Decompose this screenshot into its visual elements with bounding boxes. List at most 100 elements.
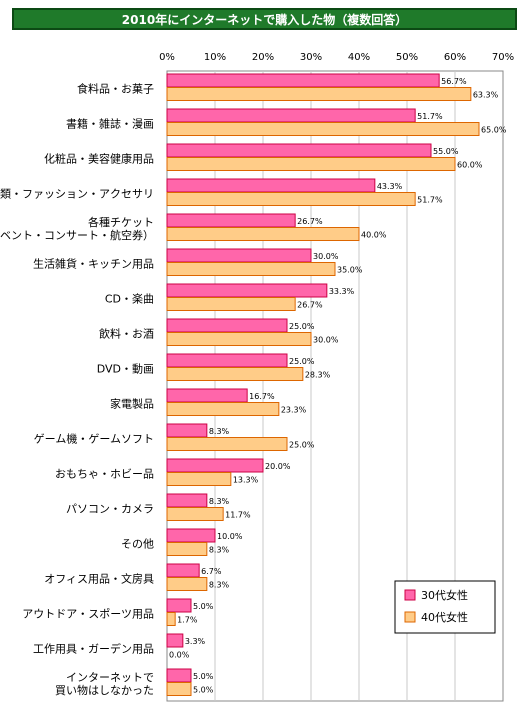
bar [166,423,208,438]
category-label: その他 [121,538,154,551]
bar [166,73,440,88]
bar [166,248,312,263]
legend-swatch [404,611,416,623]
data-label: 30.0% [313,336,339,345]
category-label: 化粧品・美容健康用品 [44,152,154,166]
bar [166,563,200,578]
bar [166,353,288,368]
data-label: 26.7% [297,301,323,310]
bar [166,318,288,333]
bar [166,143,432,158]
category-label: 衣類・ファッション・アクセサリ [0,187,154,201]
data-label: 26.7% [297,217,323,226]
data-label: 11.7% [225,511,251,520]
data-label: 35.0% [337,266,363,275]
bar [166,178,376,193]
bar [166,472,232,486]
data-label: 5.0% [193,672,214,681]
category-label: オフィス用品・文房具 [44,572,154,586]
bar [166,598,192,613]
category-label: 各種チケット [88,215,154,229]
bar [166,668,192,683]
data-label: 8.3% [209,427,230,436]
legend-swatch [404,589,416,601]
bar [166,122,480,136]
chart-title-text: 2010年にインターネットで購入した物（複数回答） [121,12,408,27]
category-label: 書籍・雑誌・漫画 [66,117,154,131]
x-tick-label: 20% [252,52,274,63]
bar [166,332,312,346]
data-label: 33.3% [329,287,355,296]
data-label: 65.0% [481,126,507,135]
data-label: 63.3% [473,91,499,100]
data-label: 8.3% [209,497,230,506]
category-label: おもちゃ・ホビー品 [55,468,154,481]
data-label: 16.7% [249,392,275,401]
data-label: 23.3% [281,406,307,415]
bar [166,437,288,451]
bar [166,367,304,381]
data-label: 25.0% [289,357,315,366]
bar [166,633,184,648]
bar [166,682,192,696]
data-label: 60.0% [457,161,483,170]
bar [166,297,296,311]
data-label: 30.0% [313,252,339,261]
x-tick-label: 50% [396,52,418,63]
category-label: ゲーム機・ゲームソフト [34,432,154,446]
data-label: 5.0% [193,602,214,611]
x-tick-label: 10% [204,52,226,63]
data-label: 25.0% [289,322,315,331]
bar [166,577,208,591]
x-tick-label: 0% [159,52,175,63]
category-label: 生活雑貨・キッチン用品 [33,257,154,271]
category-label: DVD・動画 [97,362,154,376]
data-label: 28.3% [305,371,331,380]
bar [166,458,264,473]
data-label: 6.7% [201,567,222,576]
bar [166,213,296,228]
bar [166,262,336,276]
category-label: 家電製品 [110,397,154,411]
data-label: 56.7% [441,77,467,86]
category-label: 飲料・お酒 [99,327,154,341]
category-label: パソコン・カメラ [66,503,154,516]
category-label: 工作用具・ガーデン用品 [33,642,154,656]
x-tick-label: 60% [444,52,466,63]
category-label: インターネットで [66,671,154,684]
category-label: 買い物はしなかった [55,683,154,697]
bar [166,542,208,556]
bar [166,157,456,171]
bar [166,108,416,123]
data-label: 43.3% [377,182,403,191]
x-tick-label: 40% [348,52,370,63]
data-label: 1.7% [177,616,198,625]
category-label: 食料品・お菓子 [77,82,154,96]
bar [166,87,472,101]
bar [166,388,248,403]
data-label: 25.0% [289,441,315,450]
bar [166,612,176,626]
data-label: 40.0% [361,231,387,240]
data-label: 8.3% [209,546,230,555]
x-tick-label: 70% [492,52,514,63]
data-label: 20.0% [265,462,291,471]
data-label: 10.0% [217,532,243,541]
bar [166,528,216,543]
data-label: 3.3% [185,637,206,646]
bar [166,227,360,241]
data-label: 5.0% [193,686,214,695]
data-label: 13.3% [233,476,259,485]
chart-title: 2010年にインターネットで購入した物（複数回答） [12,8,517,30]
bar [166,283,328,298]
category-label: CD・楽曲 [105,293,154,306]
data-label: 51.7% [417,112,443,121]
data-label: 55.0% [433,147,459,156]
category-label: アウトドア・スポーツ用品 [22,608,154,621]
data-label: 8.3% [209,581,230,590]
data-label: 0.0% [169,651,190,660]
bar [166,507,224,521]
legend-label: 30代女性 [421,588,468,602]
